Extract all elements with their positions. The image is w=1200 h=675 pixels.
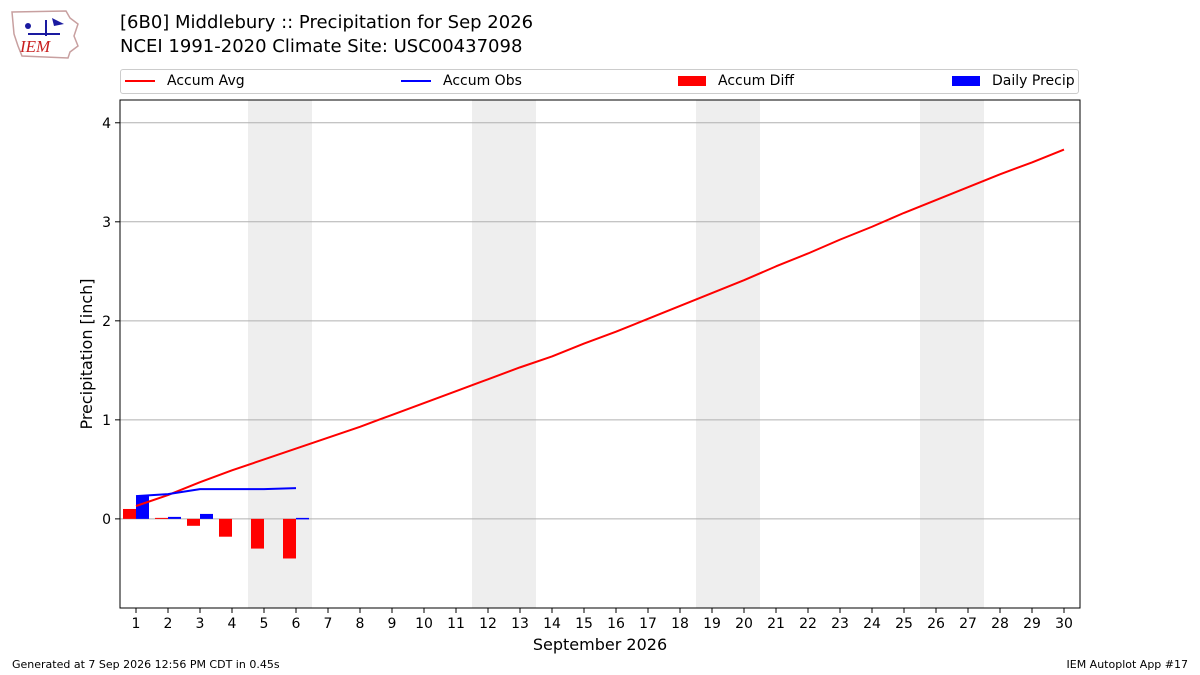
legend-swatch-accum-avg [125,80,155,82]
chart-subtitle: NCEI 1991-2020 Climate Site: USC00437098 [120,36,523,57]
weekend-shade-19 [696,100,728,608]
daily-precip-bar-day-2 [168,516,181,519]
daily-precip-bar-day-1 [136,496,149,519]
xtick-label-12: 12 [479,616,497,632]
chart-legend: Accum Avg Accum Obs Accum Diff Daily Pre… [120,69,1079,94]
legend-item-accum-diff: Accum Diff [678,73,794,89]
logo-text: IEM [19,37,51,56]
daily-precip-bar-day-6 [296,517,309,520]
xtick-label-17: 17 [639,616,657,632]
chart-title: [6B0] Middlebury :: Precipitation for Se… [120,12,534,33]
legend-label-accum-diff: Accum Diff [718,73,795,89]
xtick-label-30: 30 [1055,616,1073,632]
xtick-label-27: 27 [959,616,977,632]
legend-item-daily-precip: Daily Precip [952,73,1075,89]
legend-swatch-accum-obs [401,80,431,82]
legend-label-accum-avg: Accum Avg [167,73,245,89]
xtick-label-25: 25 [895,616,913,632]
app-id: IEM Autoplot App #17 [1066,658,1189,671]
x-axis-label: September 2026 [533,635,667,654]
xtick-label-9: 9 [388,616,397,632]
accum-obs-line [135,487,297,498]
xtick-label-20: 20 [735,616,753,632]
ytick-label-0: 0 [102,512,111,528]
accum-diff-bar-day-3 [187,518,200,526]
weekend-shade-20 [728,100,760,608]
plot-frame [119,99,1081,609]
legend-item-accum-obs: Accum Obs [401,73,522,89]
accum-diff-bar-day-2 [155,517,168,519]
ytick-label-4: 4 [102,116,111,132]
legend-swatch-daily-precip [952,76,980,86]
weekend-shade-13 [504,100,536,608]
xtick-label-24: 24 [863,616,881,632]
legend-item-accum-avg: Accum Avg [125,73,245,89]
legend-label-daily-precip: Daily Precip [992,73,1075,89]
xtick-label-29: 29 [1023,616,1041,632]
xtick-label-23: 23 [831,616,849,632]
xtick-label-26: 26 [927,616,945,632]
ytick-label-2: 2 [102,314,111,330]
xtick-label-11: 11 [447,616,465,632]
y-axis-label: Precipitation [inch] [77,278,96,429]
xtick-label-6: 6 [292,616,301,632]
xtick-label-13: 13 [511,616,529,632]
accum-diff-bar-day-6 [283,518,296,559]
xtick-label-28: 28 [991,616,1009,632]
xtick-label-1: 1 [132,616,141,632]
xtick-label-18: 18 [671,616,689,632]
xtick-label-4: 4 [228,616,237,632]
xtick-label-7: 7 [324,616,333,632]
accum-diff-bar-day-5 [251,518,264,549]
accum-avg-line [135,148,1065,507]
xtick-label-16: 16 [607,616,625,632]
xtick-label-2: 2 [164,616,173,632]
xtick-label-21: 21 [767,616,785,632]
xtick-label-22: 22 [799,616,817,632]
xtick-label-8: 8 [356,616,365,632]
weekend-shade-12 [472,100,504,608]
weekend-shade-27 [952,100,984,608]
accum-diff-bar-day-1 [123,508,136,519]
iem-logo: IEM [11,10,79,59]
legend-swatch-accum-diff [678,76,706,86]
xtick-label-19: 19 [703,616,721,632]
accum-diff-bar-day-4 [219,518,232,537]
ytick-label-1: 1 [102,413,111,429]
xtick-label-5: 5 [260,616,269,632]
xtick-label-14: 14 [543,616,561,632]
xtick-label-3: 3 [196,616,205,632]
xtick-label-10: 10 [415,616,433,632]
generated-timestamp: Generated at 7 Sep 2026 12:56 PM CDT in … [12,658,280,671]
ytick-label-3: 3 [102,215,111,231]
xtick-label-15: 15 [575,616,593,632]
legend-label-accum-obs: Accum Obs [443,73,522,89]
daily-precip-bar-day-3 [200,513,213,519]
weekend-shade-26 [920,100,952,608]
